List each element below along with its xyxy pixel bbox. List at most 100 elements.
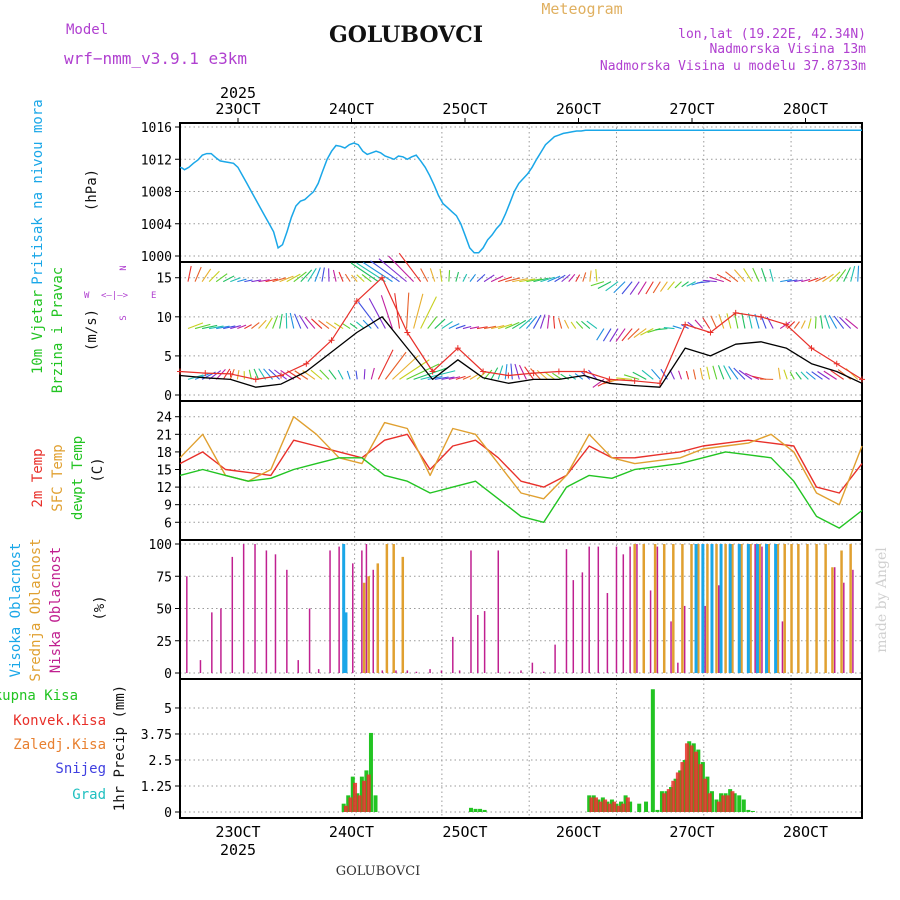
wind-direction-arrow xyxy=(328,369,337,380)
wind-direction-arrow xyxy=(253,368,260,380)
wind-direction-arrow xyxy=(469,326,480,330)
elevation-label: Nadmorska Visina 13m xyxy=(709,42,866,57)
wind-direction-arrow xyxy=(660,281,668,292)
coords-label: lon,lat (19.22E, 42.34N) xyxy=(678,27,866,42)
temp-dewpoint-line xyxy=(179,451,863,529)
wind-gust-marker xyxy=(353,298,360,305)
wind-direction-arrow xyxy=(420,268,429,282)
precip-title-line-5: Grad xyxy=(72,787,106,803)
wind-direction-arrow xyxy=(388,255,414,283)
precip-total-bar xyxy=(673,778,678,812)
wind-direction-arrow xyxy=(518,364,527,380)
wind-direction-arrow xyxy=(824,314,831,329)
precip-total-bar xyxy=(741,799,746,812)
wind-direction-arrow xyxy=(800,371,809,380)
precip-convective-bar xyxy=(343,805,348,812)
wind-direction-arrow xyxy=(787,279,798,283)
precip-total-bar xyxy=(478,808,483,812)
wind-direction-arrow xyxy=(378,258,407,283)
wind-direction-arrow xyxy=(258,319,267,329)
wind-direction-arrow xyxy=(685,370,690,380)
wind-gust-marker xyxy=(278,372,285,379)
wind-title-line-2: Brzina i Pravac xyxy=(50,267,66,393)
precip-total-bar xyxy=(364,770,369,812)
bottom-tick-label: 28OCT xyxy=(783,823,828,841)
wind-direction-arrow xyxy=(337,369,344,380)
wind-direction-arrow xyxy=(462,375,471,380)
precip-panel: 5 3.75 2.5 1.25 0 xyxy=(141,678,863,821)
top-tick-label: 25OCT xyxy=(442,100,487,118)
precip-total-bar xyxy=(696,749,701,812)
wind-direction-arrow xyxy=(833,315,845,329)
wind-direction-arrow xyxy=(201,324,218,330)
wind-direction-arrow xyxy=(652,281,661,294)
precip-total-bar xyxy=(373,795,378,812)
temp-title-line-2: SFC Temp xyxy=(50,444,66,511)
wind-ytick-label: 0 xyxy=(164,389,172,404)
wind-direction-arrow xyxy=(497,365,504,380)
pressure-ytick-label: 1000 xyxy=(141,250,172,265)
precip-convective-bar xyxy=(684,743,689,812)
wind-direction-arrow xyxy=(586,320,598,329)
wind-panel: 15 10 5 0 xyxy=(156,252,865,404)
wind-direction-arrow xyxy=(857,265,860,282)
precip-convective-bar xyxy=(689,745,694,812)
wind-direction-arrow xyxy=(815,275,827,283)
wind-direction-arrow xyxy=(605,281,619,292)
wind-direction-arrow xyxy=(321,267,325,282)
wind-direction-arrow xyxy=(738,369,753,380)
wind-direction-arrow xyxy=(745,372,760,380)
temperature-panel: 24 21 18 15 12 9 6 xyxy=(156,400,863,541)
precip-total-bar xyxy=(691,743,696,812)
precip-total-bar xyxy=(605,801,610,812)
wind-direction-arrow xyxy=(641,369,654,380)
wind-direction-arrow xyxy=(434,318,446,329)
wind-direction-arrow xyxy=(823,370,837,380)
top-tick-label: 27OCT xyxy=(669,100,714,118)
pressure-ytick-label: 1012 xyxy=(141,153,172,168)
temperature-ytick-label: 24 xyxy=(156,411,172,426)
wind-direction-arrow xyxy=(484,325,497,330)
wind-direction-arrow xyxy=(363,369,366,380)
precip-ytick-label: 3.75 xyxy=(141,728,172,743)
wind-direction-arrow xyxy=(361,274,372,283)
wind-direction-arrow xyxy=(793,321,800,329)
wind-direction-arrow xyxy=(637,281,647,295)
temp-sfc-line xyxy=(179,416,863,506)
wind-direction-arrow xyxy=(194,323,211,330)
wind-direction-arrow xyxy=(632,371,647,380)
wind-direction-arrow xyxy=(547,275,561,283)
legend-north: N xyxy=(119,265,129,270)
temp-2m-line xyxy=(179,433,863,494)
precip-total-bar xyxy=(600,797,605,812)
wind-direction-arrow xyxy=(674,281,682,289)
wind-direction-arrow xyxy=(504,364,508,380)
wind-gust-marker xyxy=(227,370,234,377)
precip-total-bar xyxy=(687,741,692,812)
wind-direction-arrow xyxy=(350,262,379,283)
wind-direction-arrow xyxy=(413,293,424,329)
precip-convective-bar xyxy=(362,780,367,812)
wind-direction-arrow xyxy=(575,274,581,282)
precip-ytick-label: 1.25 xyxy=(141,780,172,795)
wind-direction-arrow xyxy=(681,281,689,288)
wind-direction-arrow xyxy=(294,313,302,329)
wind-gust-marker xyxy=(808,345,815,352)
precip-total-bar xyxy=(714,799,719,812)
wind-direction-arrow xyxy=(230,277,241,283)
temperature-ytick-label: 6 xyxy=(164,516,172,531)
wind-direction-arrow xyxy=(441,321,453,330)
wind-direction-arrow xyxy=(279,313,283,329)
bottom-time-axis: 23OCT 24OCT 25OCT 26OCT 27OCT 28OCT 2025 xyxy=(215,823,828,859)
wind-gust-marker xyxy=(480,368,487,375)
precip-unit: 1hr Precip (mm) xyxy=(112,685,128,811)
wind-direction-arrow xyxy=(734,312,739,329)
wind-direction-arrow xyxy=(712,365,718,380)
wind-direction-arrow xyxy=(539,314,546,329)
wind-direction-arrow xyxy=(300,269,313,283)
wind-direction-arrow xyxy=(223,325,236,330)
wind-direction-arrow xyxy=(201,268,212,282)
wind-direction-arrow xyxy=(696,281,710,284)
wind-direction-arrow xyxy=(434,376,449,380)
cloud-ytick-label: 0 xyxy=(164,667,172,682)
